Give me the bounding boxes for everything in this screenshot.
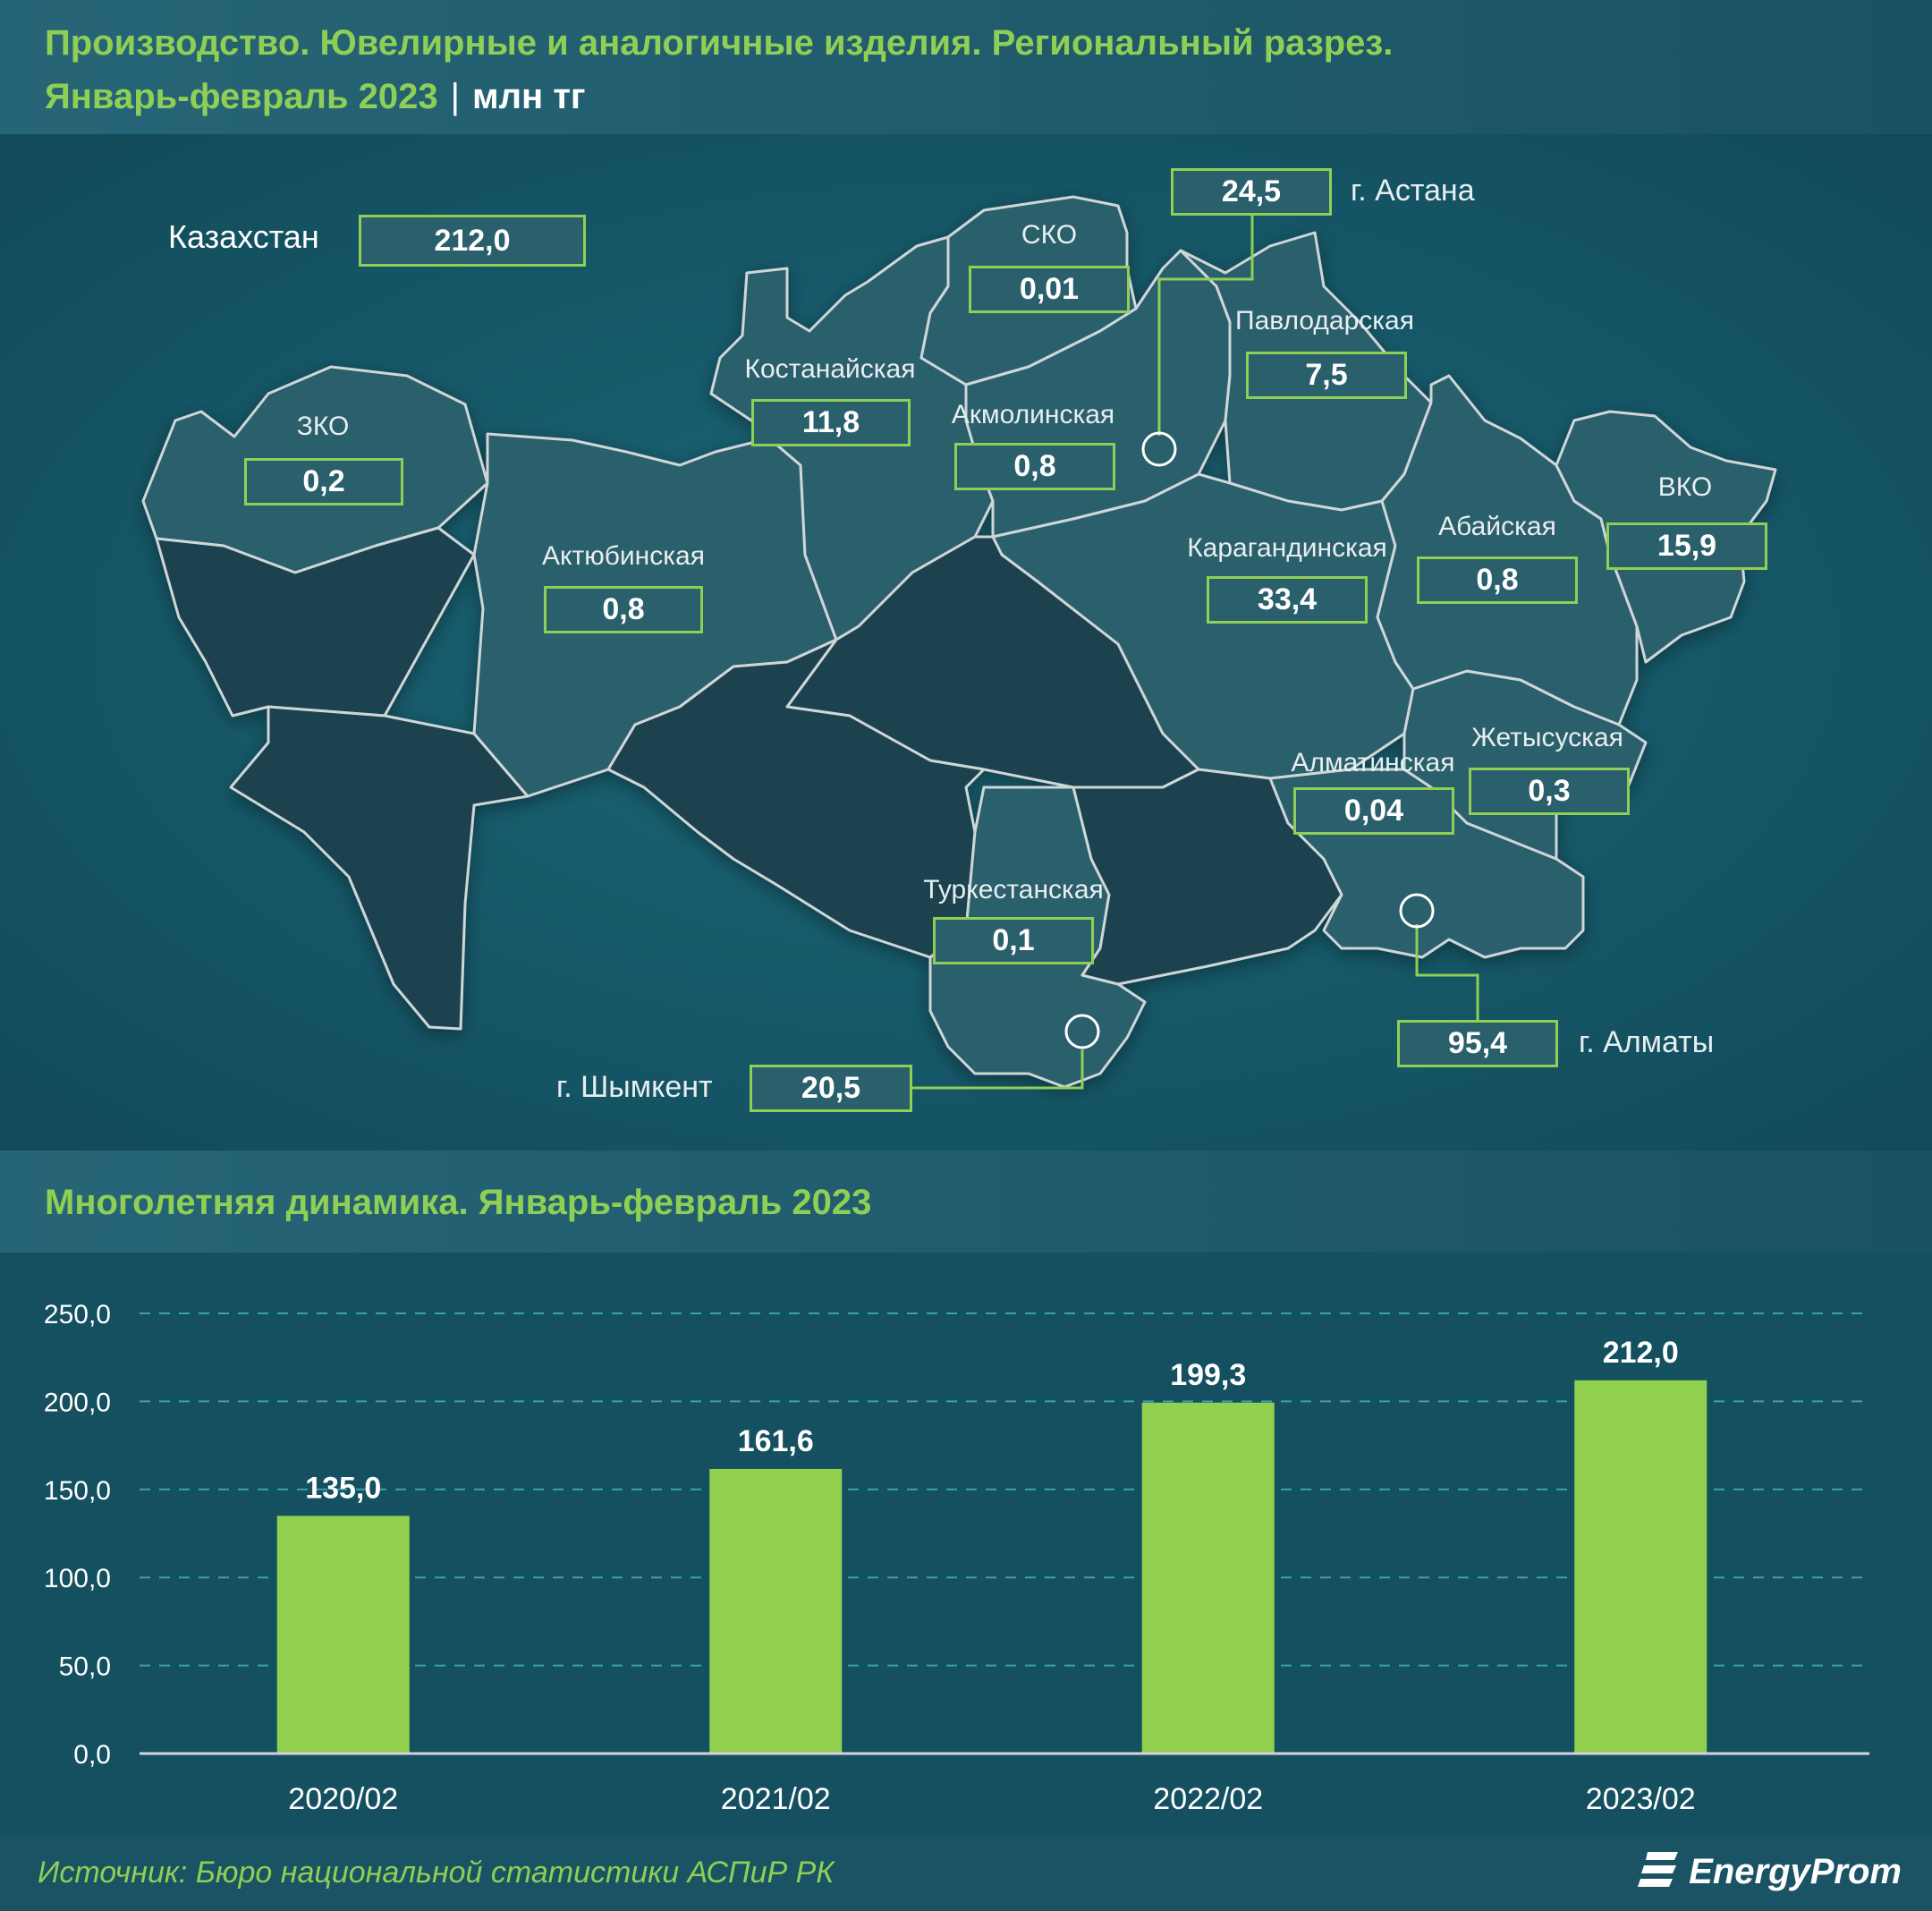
region-label-akmola: Акмолинская	[951, 400, 1115, 429]
city-value-shymkent: 20,5	[750, 1065, 912, 1112]
y-tick-label: 100,0	[44, 1564, 111, 1593]
connector-lines	[911, 213, 1479, 1090]
region-kyzylorda	[606, 638, 986, 959]
shymkent-connector	[911, 1049, 1084, 1090]
region-label-zhetysu: Жетысуская	[1471, 723, 1623, 752]
title-separator: |	[450, 77, 461, 116]
x-tick-label: 2022/02	[1153, 1782, 1263, 1816]
unit-label: млн тг	[472, 77, 586, 116]
y-tick-label: 50,0	[59, 1652, 111, 1682]
data-label: 135,0	[305, 1471, 381, 1505]
city-label-almaty: г. Алматы	[1579, 1025, 1715, 1059]
data-label: 199,3	[1170, 1358, 1246, 1392]
almaty-marker[interactable]	[1399, 893, 1435, 929]
total-label: Казахстан	[168, 218, 319, 255]
region-value-zko: 0,2	[244, 458, 403, 505]
astana-connector	[1157, 213, 1254, 436]
region-value-pavlodar: 7,5	[1246, 352, 1407, 399]
region-value-karaganda: 33,4	[1207, 576, 1368, 624]
bar-chart: 0,0 50,0 100,0 150,0 200,0 250,0 135,0 161,6 19…	[44, 1300, 1869, 1816]
page-title: Производство. Ювелирные и аналогичные из…	[45, 23, 1394, 63]
region-value-almaty: 0,04	[1293, 787, 1454, 835]
region-atyrau	[155, 526, 476, 718]
x-axis-ticks: 2020/02 2021/02 2022/02 2023/02	[288, 1782, 1695, 1816]
bar-2020/02[interactable]	[276, 1516, 410, 1754]
kazakhstan-map	[141, 195, 1777, 1090]
data-labels: 135,0 161,6 199,3 212,0	[305, 1336, 1679, 1506]
bar-2023/02[interactable]	[1574, 1380, 1707, 1754]
region-label-zko: ЗКО	[296, 412, 350, 441]
bars	[276, 1380, 1707, 1754]
city-label-shymkent: г. Шымкент	[556, 1070, 713, 1104]
page-subtitle: Январь-февраль 2023 | млн тг	[45, 77, 586, 117]
y-axis-ticks: 0,0 50,0 100,0 150,0 200,0 250,0	[44, 1300, 111, 1770]
city-markers	[1064, 431, 1435, 1049]
region-value-kostanay: 11,8	[751, 399, 911, 446]
y-tick-label: 250,0	[44, 1300, 111, 1329]
total-value: 212,0	[359, 215, 586, 267]
region-value-vko: 15,9	[1606, 522, 1767, 570]
almaty-connector	[1415, 924, 1479, 1029]
x-tick-label: 2023/02	[1586, 1782, 1696, 1816]
city-label-astana: г. Астана	[1351, 174, 1475, 208]
region-label-almaty: Алматинская	[1291, 748, 1455, 777]
region-label-aktobe: Актюбинская	[542, 541, 705, 571]
region-value-akmola: 0,8	[954, 443, 1115, 490]
city-value-astana: 24,5	[1171, 168, 1332, 216]
region-value-turkestan: 0,1	[933, 917, 1094, 964]
region-label-kostanay: Костанайская	[744, 354, 916, 384]
region-label-turkestan: Туркестанская	[923, 875, 1104, 905]
header: Производство. Ювелирные и аналогичные из…	[0, 0, 1932, 134]
region-mangystau	[229, 705, 530, 1031]
y-tick-label: 150,0	[44, 1476, 111, 1506]
region-value-abay: 0,8	[1417, 556, 1578, 604]
y-tick-label: 0,0	[73, 1740, 111, 1770]
region-value-sko: 0,01	[969, 266, 1130, 313]
period-label: Январь-февраль 2023	[45, 77, 438, 116]
bar-2022/02[interactable]	[1141, 1402, 1275, 1754]
x-tick-label: 2021/02	[721, 1782, 831, 1816]
brand-name: EnergyProm	[1689, 1851, 1902, 1891]
x-tick-label: 2020/02	[288, 1782, 398, 1816]
region-label-karaganda: Карагандинская	[1187, 533, 1387, 563]
region-zhambyl	[1072, 768, 1343, 986]
data-label: 161,6	[738, 1424, 814, 1458]
y-tick-label: 200,0	[44, 1388, 111, 1417]
city-value-almaty: 95,4	[1397, 1020, 1558, 1067]
region-value-aktobe: 0,8	[544, 586, 703, 633]
footer: Источник: Бюро национальной статистики А…	[0, 1836, 1932, 1911]
energyprom-icon	[1638, 1852, 1679, 1887]
shymkent-marker[interactable]	[1064, 1014, 1100, 1049]
data-label: 212,0	[1603, 1336, 1679, 1370]
bar-2021/02[interactable]	[709, 1468, 843, 1754]
region-label-sko: СКО	[1021, 220, 1078, 250]
region-label-pavlodar: Павлодарская	[1235, 306, 1414, 335]
region-label-vko: ВКО	[1657, 472, 1713, 502]
region-label-abay: Абайская	[1438, 512, 1556, 541]
chart-header: Многолетняя динамика. Январь-февраль 202…	[0, 1151, 1932, 1253]
brand-logo: EnergyProm	[1637, 1848, 1902, 1895]
source-note: Источник: Бюро национальной статистики А…	[38, 1856, 835, 1890]
region-value-zhetysu: 0,3	[1469, 768, 1630, 815]
astana-marker[interactable]	[1141, 431, 1177, 467]
chart-title: Многолетняя динамика. Январь-февраль 202…	[45, 1183, 872, 1222]
